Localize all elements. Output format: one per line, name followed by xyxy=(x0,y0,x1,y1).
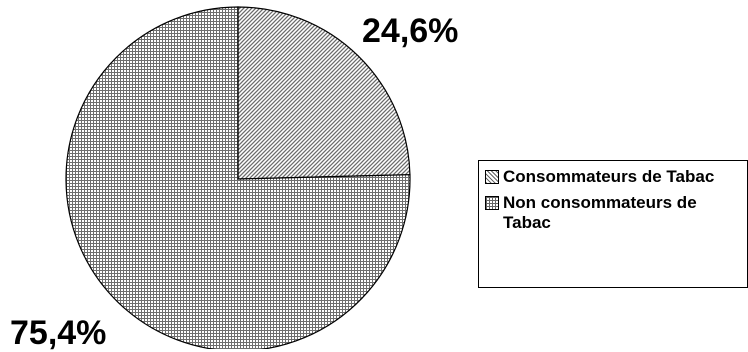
legend-swatch-hatched-icon xyxy=(485,170,499,184)
pie-slice-non-consommateurs xyxy=(65,6,411,349)
legend: Consommateurs de Tabac Non consommateurs… xyxy=(478,160,748,288)
legend-item: Non consommateurs de Tabac xyxy=(485,193,745,233)
pie-slice-consommateurs xyxy=(237,6,411,180)
pie-slices xyxy=(65,6,411,349)
legend-swatch-grid-icon xyxy=(485,196,499,210)
legend-label: Consommateurs de Tabac xyxy=(503,167,715,186)
legend-item: Consommateurs de Tabac xyxy=(485,167,745,187)
slice-value-label: 24,6% xyxy=(362,12,459,50)
legend-label: Non consommateurs de Tabac xyxy=(503,193,697,232)
slice-value-label: 75,4% xyxy=(10,314,107,352)
